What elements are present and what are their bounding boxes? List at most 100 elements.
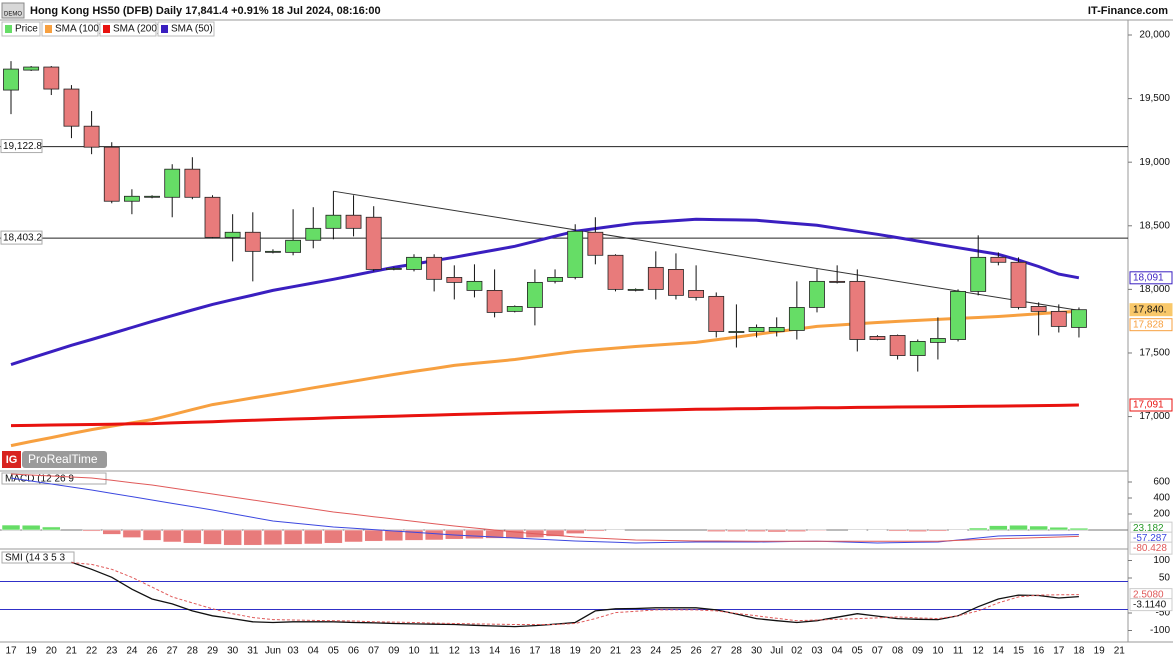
x-tick-label: Jun <box>265 646 281 657</box>
legend-box <box>99 21 157 37</box>
candle-body <box>43 66 60 90</box>
value-label: -3.1140 <box>1133 599 1167 610</box>
candle-body <box>224 231 241 238</box>
source: IT-Finance.com <box>1088 5 1168 17</box>
y-tick-label: 100 <box>1153 555 1170 566</box>
panel-title: SMI (14 3 5 3 <box>5 553 65 564</box>
y-tick-label: 18,500 <box>1139 220 1170 231</box>
x-tick-label: 29 <box>207 646 219 657</box>
value-label: 2.5080 <box>1133 589 1164 600</box>
candle-body <box>748 327 765 332</box>
x-tick-label: 20 <box>46 646 58 657</box>
logo: ProRealTime <box>28 452 98 466</box>
candle-body <box>406 256 422 270</box>
histogram-bar <box>707 529 726 532</box>
candle-body <box>627 288 644 291</box>
legend-label: SMA (50) <box>171 24 213 35</box>
x-tick-label: 04 <box>308 646 320 657</box>
candle-body <box>466 280 483 291</box>
x-tick-label: 02 <box>791 646 803 657</box>
candle-body <box>305 227 322 241</box>
candle-body <box>788 307 805 331</box>
y-tick-label: 50 <box>1159 573 1171 584</box>
candle-body <box>23 66 40 71</box>
histogram-bar <box>787 529 807 532</box>
value-label: 17,091 <box>1133 400 1164 411</box>
legend-swatch <box>45 25 52 33</box>
histogram-bar <box>928 529 948 532</box>
histogram-bar <box>203 529 222 545</box>
candle-body <box>909 341 926 356</box>
x-tick-label: 03 <box>811 646 823 657</box>
candle-body <box>1030 306 1047 312</box>
candle-body <box>506 306 523 312</box>
candle-body <box>829 280 846 283</box>
series-line <box>10 473 1079 542</box>
histogram-bar <box>122 529 142 538</box>
candle-body <box>768 327 785 332</box>
histogram-bar <box>465 529 484 540</box>
candle-body <box>244 231 261 252</box>
x-tick-label: 09 <box>912 646 924 657</box>
histogram-bar <box>807 529 827 532</box>
candle-body <box>3 68 19 91</box>
x-tick-label: 24 <box>126 646 138 657</box>
histogram-bar <box>42 526 61 531</box>
candle-body <box>889 335 906 356</box>
panel-title-box <box>1 551 75 564</box>
candle-body <box>184 168 201 198</box>
series-line <box>10 309 1079 448</box>
x-tick-label: 08 <box>892 646 904 657</box>
x-tick-label: 04 <box>832 646 844 657</box>
candle-body <box>809 280 825 308</box>
x-tick-label: 27 <box>711 646 723 657</box>
x-tick-label: 12 <box>449 646 461 657</box>
logo-mark-box <box>2 451 21 468</box>
legend-swatch <box>103 25 110 33</box>
histogram-bar <box>545 529 565 537</box>
histogram-bar <box>162 529 182 543</box>
x-tick-label: 21 <box>66 646 78 657</box>
histogram-bar <box>908 529 927 532</box>
x-tick-label: 05 <box>328 646 340 657</box>
histogram-bar <box>344 529 363 543</box>
value-label: -57.287 <box>1133 533 1167 544</box>
candle-body <box>144 195 160 198</box>
y-tick-label: -100 <box>1150 625 1170 636</box>
legend-swatch <box>161 25 168 33</box>
hline-label-box <box>0 230 43 245</box>
x-tick-label: 21 <box>1114 646 1126 657</box>
candle-body <box>869 336 886 340</box>
histogram-bar <box>384 529 404 542</box>
histogram-bar <box>183 529 202 544</box>
candle-body <box>164 168 181 198</box>
candle-body <box>265 250 281 253</box>
y-tick-label: 600 <box>1153 477 1170 488</box>
y-tick-label: 19,500 <box>1139 93 1170 104</box>
y-tick-label: -50 <box>1156 608 1171 619</box>
y-tick-label: 200 <box>1153 509 1170 520</box>
histogram-bar <box>586 529 605 532</box>
legend-label: SMA (100) <box>55 24 102 35</box>
logo-mark: IG <box>6 454 18 466</box>
legend-box <box>157 21 215 37</box>
x-tick-label: 11 <box>953 646 964 657</box>
histogram-bar <box>1029 525 1048 531</box>
candle-body <box>708 295 725 332</box>
histogram-bar <box>223 529 242 546</box>
x-tick-label: 19 <box>1094 646 1106 657</box>
y-tick-label: 17,000 <box>1139 411 1170 422</box>
x-tick-label: 19 <box>570 646 582 657</box>
histogram-bar <box>989 525 1008 531</box>
x-tick-label: 25 <box>670 646 682 657</box>
histogram-bar <box>888 529 907 532</box>
series-line <box>10 403 1079 428</box>
candle-body <box>527 281 543 308</box>
x-tick-label: 12 <box>973 646 985 657</box>
x-tick-label: Jul <box>770 646 783 657</box>
candle-body <box>668 269 684 296</box>
y-tick-label: 20,000 <box>1139 30 1170 41</box>
candle-body <box>365 216 382 270</box>
hline-label: 18,403.2 <box>3 233 42 244</box>
